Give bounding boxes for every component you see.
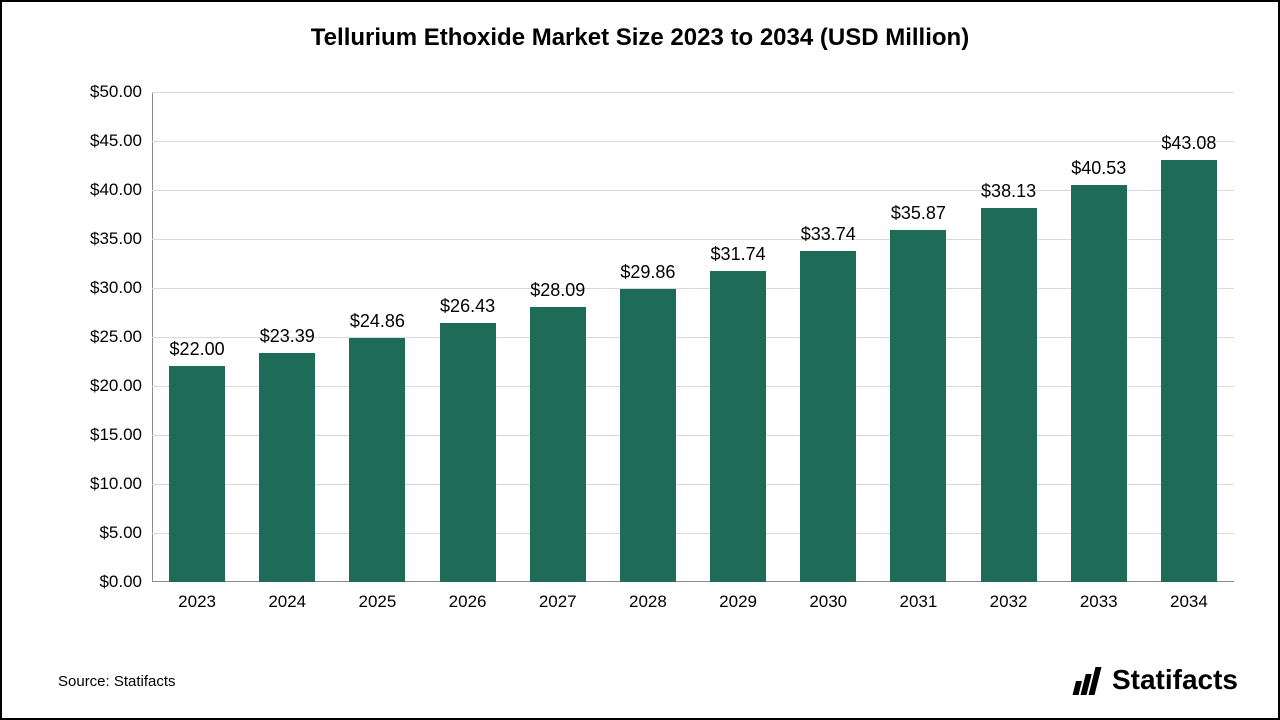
- bar-value-label: $31.74: [711, 244, 766, 265]
- x-category-label: 2023: [178, 582, 216, 612]
- bar-slot: $23.392024: [242, 92, 332, 582]
- bar-slot: $43.082034: [1144, 92, 1234, 582]
- bar-value-label: $23.39: [260, 326, 315, 347]
- bar-value-label: $26.43: [440, 296, 495, 317]
- bar: [530, 307, 586, 582]
- bar-slot: $26.432026: [423, 92, 513, 582]
- bar-value-label: $24.86: [350, 311, 405, 332]
- bar-value-label: $33.74: [801, 224, 856, 245]
- bar-value-label: $29.86: [620, 262, 675, 283]
- bar-slot: $35.872031: [873, 92, 963, 582]
- y-tick-label: $50.00: [90, 82, 152, 102]
- bar: [1071, 185, 1127, 582]
- bar: [1161, 160, 1217, 582]
- x-category-label: 2028: [629, 582, 667, 612]
- bar-slot: $29.862028: [603, 92, 693, 582]
- chart-title: Tellurium Ethoxide Market Size 2023 to 2…: [2, 24, 1278, 52]
- bar: [440, 323, 496, 582]
- bar: [800, 251, 856, 582]
- bar: [710, 271, 766, 582]
- x-category-label: 2033: [1080, 582, 1118, 612]
- y-tick-label: $20.00: [90, 376, 152, 396]
- bar: [169, 366, 225, 582]
- bar-slot: $40.532033: [1054, 92, 1144, 582]
- x-category-label: 2026: [449, 582, 487, 612]
- bar-slot: $22.002023: [152, 92, 242, 582]
- x-category-label: 2025: [358, 582, 396, 612]
- bar-value-label: $43.08: [1161, 133, 1216, 154]
- bar-slot: $33.742030: [783, 92, 873, 582]
- plot-area: $0.00$5.00$10.00$15.00$20.00$25.00$30.00…: [152, 92, 1234, 582]
- bar: [259, 353, 315, 582]
- bar-slot: $24.862025: [332, 92, 422, 582]
- bar-value-label: $38.13: [981, 181, 1036, 202]
- chart-frame: Tellurium Ethoxide Market Size 2023 to 2…: [0, 0, 1280, 720]
- bar-slot: $31.742029: [693, 92, 783, 582]
- y-tick-label: $5.00: [99, 523, 152, 543]
- x-category-label: 2034: [1170, 582, 1208, 612]
- bars-container: $22.002023$23.392024$24.862025$26.432026…: [152, 92, 1234, 582]
- bar-value-label: $28.09: [530, 280, 585, 301]
- y-tick-label: $35.00: [90, 229, 152, 249]
- bar: [890, 230, 946, 582]
- bar: [981, 208, 1037, 582]
- y-tick-label: $25.00: [90, 327, 152, 347]
- y-tick-label: $15.00: [90, 425, 152, 445]
- source-text: Source: Statifacts: [58, 673, 176, 690]
- bar: [620, 289, 676, 582]
- y-tick-label: $30.00: [90, 278, 152, 298]
- brand-text: Statifacts: [1112, 664, 1238, 696]
- brand-logo: Statifacts: [1072, 664, 1238, 696]
- x-category-label: 2031: [899, 582, 937, 612]
- bar: [349, 338, 405, 582]
- bar-value-label: $22.00: [170, 339, 225, 360]
- x-category-label: 2027: [539, 582, 577, 612]
- y-tick-label: $0.00: [99, 572, 152, 592]
- x-category-label: 2029: [719, 582, 757, 612]
- bar-value-label: $35.87: [891, 203, 946, 224]
- y-tick-label: $10.00: [90, 474, 152, 494]
- bars-icon: [1072, 665, 1106, 695]
- y-tick-label: $45.00: [90, 131, 152, 151]
- x-category-label: 2030: [809, 582, 847, 612]
- bar-slot: $28.092027: [513, 92, 603, 582]
- bar-value-label: $40.53: [1071, 158, 1126, 179]
- bar-slot: $38.132032: [964, 92, 1054, 582]
- x-category-label: 2032: [990, 582, 1028, 612]
- y-tick-label: $40.00: [90, 180, 152, 200]
- x-category-label: 2024: [268, 582, 306, 612]
